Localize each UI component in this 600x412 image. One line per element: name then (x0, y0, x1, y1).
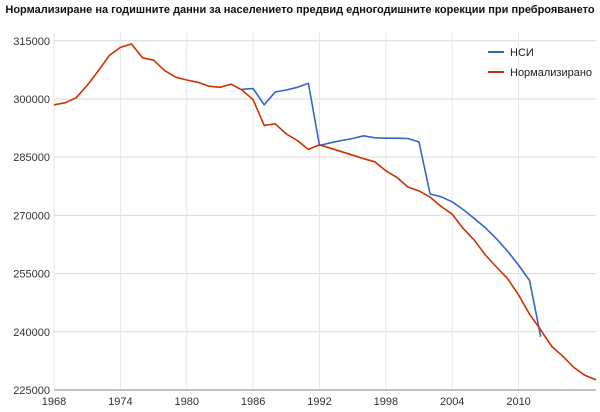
x-tick-label: 1986 (241, 396, 265, 408)
y-tick-label: 285000 (13, 152, 50, 164)
y-tick-label: 300000 (13, 94, 50, 106)
series-line-0 (241, 82, 542, 337)
series-line-1 (53, 43, 597, 381)
legend-label-1: Нормализирано (510, 67, 592, 79)
y-tick-label: 270000 (13, 210, 50, 222)
legend-label-0: НСИ (510, 47, 534, 59)
x-tick-label: 2004 (440, 396, 464, 408)
x-tick-label: 1980 (174, 396, 198, 408)
y-tick-label: 315000 (13, 36, 50, 48)
x-tick-label: 1998 (374, 396, 398, 408)
chart-title: Нормализиране на годишните данни за насе… (5, 4, 595, 16)
x-tick-label: 1974 (108, 396, 132, 408)
y-tick-label: 240000 (13, 327, 50, 339)
x-tick-label: 2010 (506, 396, 530, 408)
y-tick-label: 255000 (13, 269, 50, 281)
y-tick-label: 225000 (13, 385, 50, 397)
x-tick-label: 1992 (307, 396, 331, 408)
x-tick-label: 1968 (42, 396, 66, 408)
